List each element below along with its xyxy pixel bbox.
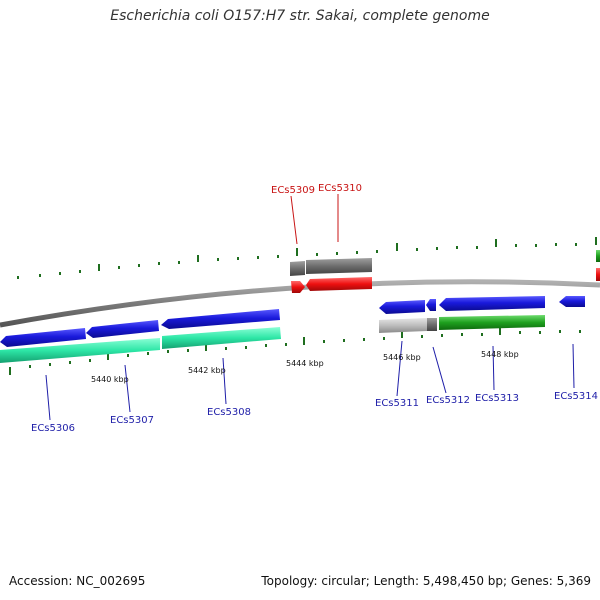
- gene-label-ECs5312[interactable]: ECs5312: [426, 395, 470, 406]
- genome-summary: Topology: circular; Length: 5,498,450 bp…: [261, 574, 591, 588]
- gene-label-ECs5313[interactable]: ECs5313: [475, 393, 519, 404]
- gene-ECs5311-cds[interactable]: [379, 300, 425, 314]
- gene-labels: ECs5306 ECs5307 ECs5308 ECs5309 ECs5310 …: [31, 183, 598, 434]
- cds-track-forward: [291, 268, 600, 293]
- gene-label-ECs5309[interactable]: ECs5309: [271, 185, 315, 196]
- gene-ECs5314-cds[interactable]: [559, 296, 585, 307]
- gene-ECs5309-bar[interactable]: [290, 261, 305, 276]
- label-leader-lines: [45, 194, 575, 421]
- map-title: Escherichia coli O157:H7 str. Sakai, com…: [110, 8, 490, 24]
- gene-ECs5307-cds[interactable]: [86, 320, 159, 338]
- scale-labels: 5440 kbp 5442 kbp 5444 kbp 5446 kbp 5448…: [91, 350, 519, 384]
- accession-label: Accession: NC_002695: [9, 574, 146, 588]
- gene-track: [0, 250, 600, 363]
- scale-label-5446: 5446 kbp: [383, 353, 421, 362]
- gene-ECs5313-cds[interactable]: [439, 296, 545, 311]
- gene-ECs5306-cds[interactable]: [0, 328, 86, 347]
- gene-ECs5310-cds[interactable]: [306, 277, 372, 291]
- scale-label-5440: 5440 kbp: [91, 375, 129, 384]
- gene-label-ECs5307[interactable]: ECs5307: [110, 415, 154, 426]
- gene-ECs5310-bar[interactable]: [306, 258, 372, 274]
- gene-ECs5312-bar[interactable]: [427, 318, 437, 331]
- gene-ECs5311-bar[interactable]: [379, 318, 427, 333]
- cds-track-reverse: [0, 296, 585, 347]
- gene-edge-red-cds: [596, 268, 600, 281]
- gene-ECs5312-cds[interactable]: [426, 299, 436, 311]
- gene-ECs5308-bar[interactable]: [162, 327, 281, 349]
- gene-label-ECs5306[interactable]: ECs5306: [31, 423, 75, 434]
- gene-ECs5308-cds[interactable]: [161, 309, 280, 329]
- gene-ECs5313-bar[interactable]: [439, 315, 545, 330]
- gene-edge-green-bar: [596, 250, 600, 262]
- gene-label-ECs5314[interactable]: ECs5314: [554, 391, 598, 402]
- outer-tick-row: [17, 237, 597, 279]
- gene-ECs5306-bar[interactable]: [0, 338, 160, 363]
- scale-label-5448: 5448 kbp: [481, 350, 519, 359]
- scale-label-5442: 5442 kbp: [188, 366, 226, 375]
- gene-label-ECs5308[interactable]: ECs5308: [207, 407, 251, 418]
- scale-label-5444: 5444 kbp: [286, 359, 324, 368]
- gene-label-ECs5310[interactable]: ECs5310: [318, 183, 362, 194]
- gene-ECs5309-cds[interactable]: [291, 281, 305, 293]
- gene-label-ECs5311[interactable]: ECs5311: [375, 398, 419, 409]
